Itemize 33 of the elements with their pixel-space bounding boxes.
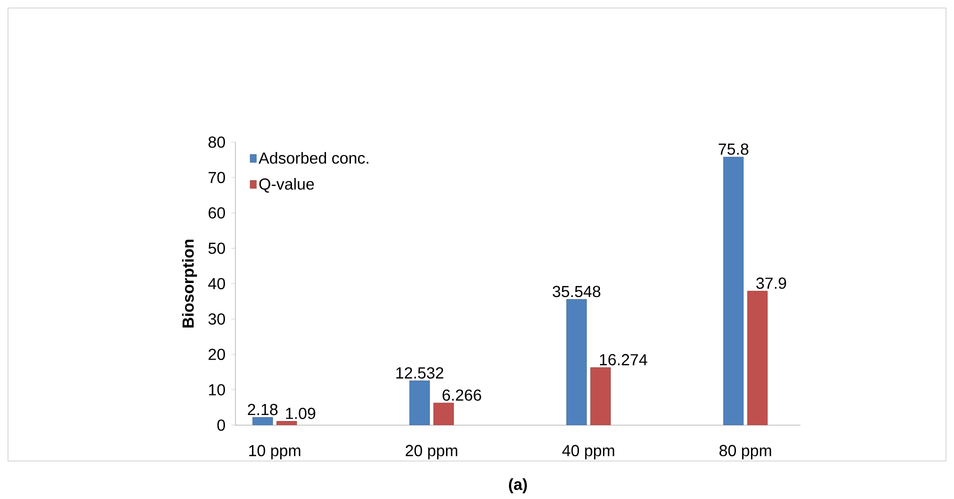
bar xyxy=(409,380,430,426)
legend-label: Q-value xyxy=(259,178,314,193)
y-tick-label: 30 xyxy=(208,314,225,325)
y-tick-label: 60 xyxy=(208,207,225,219)
data-label: 2.18 xyxy=(248,404,278,416)
y-tick-label: 40 xyxy=(208,278,225,290)
y-tick-label: 20 xyxy=(208,348,225,360)
x-tick-label: 10 ppm xyxy=(249,445,300,460)
bar xyxy=(276,421,297,426)
data-label: 12.532 xyxy=(396,368,444,379)
x-tick-label: 80 ppm xyxy=(719,445,772,460)
bar xyxy=(747,291,768,426)
y-tick-label: 10 xyxy=(209,384,225,396)
bar xyxy=(723,157,744,426)
data-label: 16.274 xyxy=(600,354,648,366)
y-tick-label: 70 xyxy=(208,172,225,184)
x-tick-label: 40 ppm xyxy=(562,445,614,460)
legend-label: Adsorbed conc. xyxy=(258,152,368,164)
y-tick-label: 0 xyxy=(217,420,225,432)
x-tick-label: 20 ppm xyxy=(406,445,458,460)
data-label: 37.9 xyxy=(756,278,786,290)
bar xyxy=(433,403,454,426)
x-axis-title: (a) xyxy=(508,478,527,494)
bar xyxy=(252,417,273,426)
data-label: 35.548 xyxy=(552,286,600,298)
data-label: 75.8 xyxy=(718,144,748,156)
y-tick-label: 50 xyxy=(208,242,225,254)
data-label: 1.09 xyxy=(286,408,316,420)
y-axis-title: Biosorption xyxy=(182,240,197,328)
data-label: 6.266 xyxy=(442,390,482,401)
bar xyxy=(566,299,587,426)
y-tick-label: 80 xyxy=(208,136,225,148)
bar xyxy=(590,368,611,426)
